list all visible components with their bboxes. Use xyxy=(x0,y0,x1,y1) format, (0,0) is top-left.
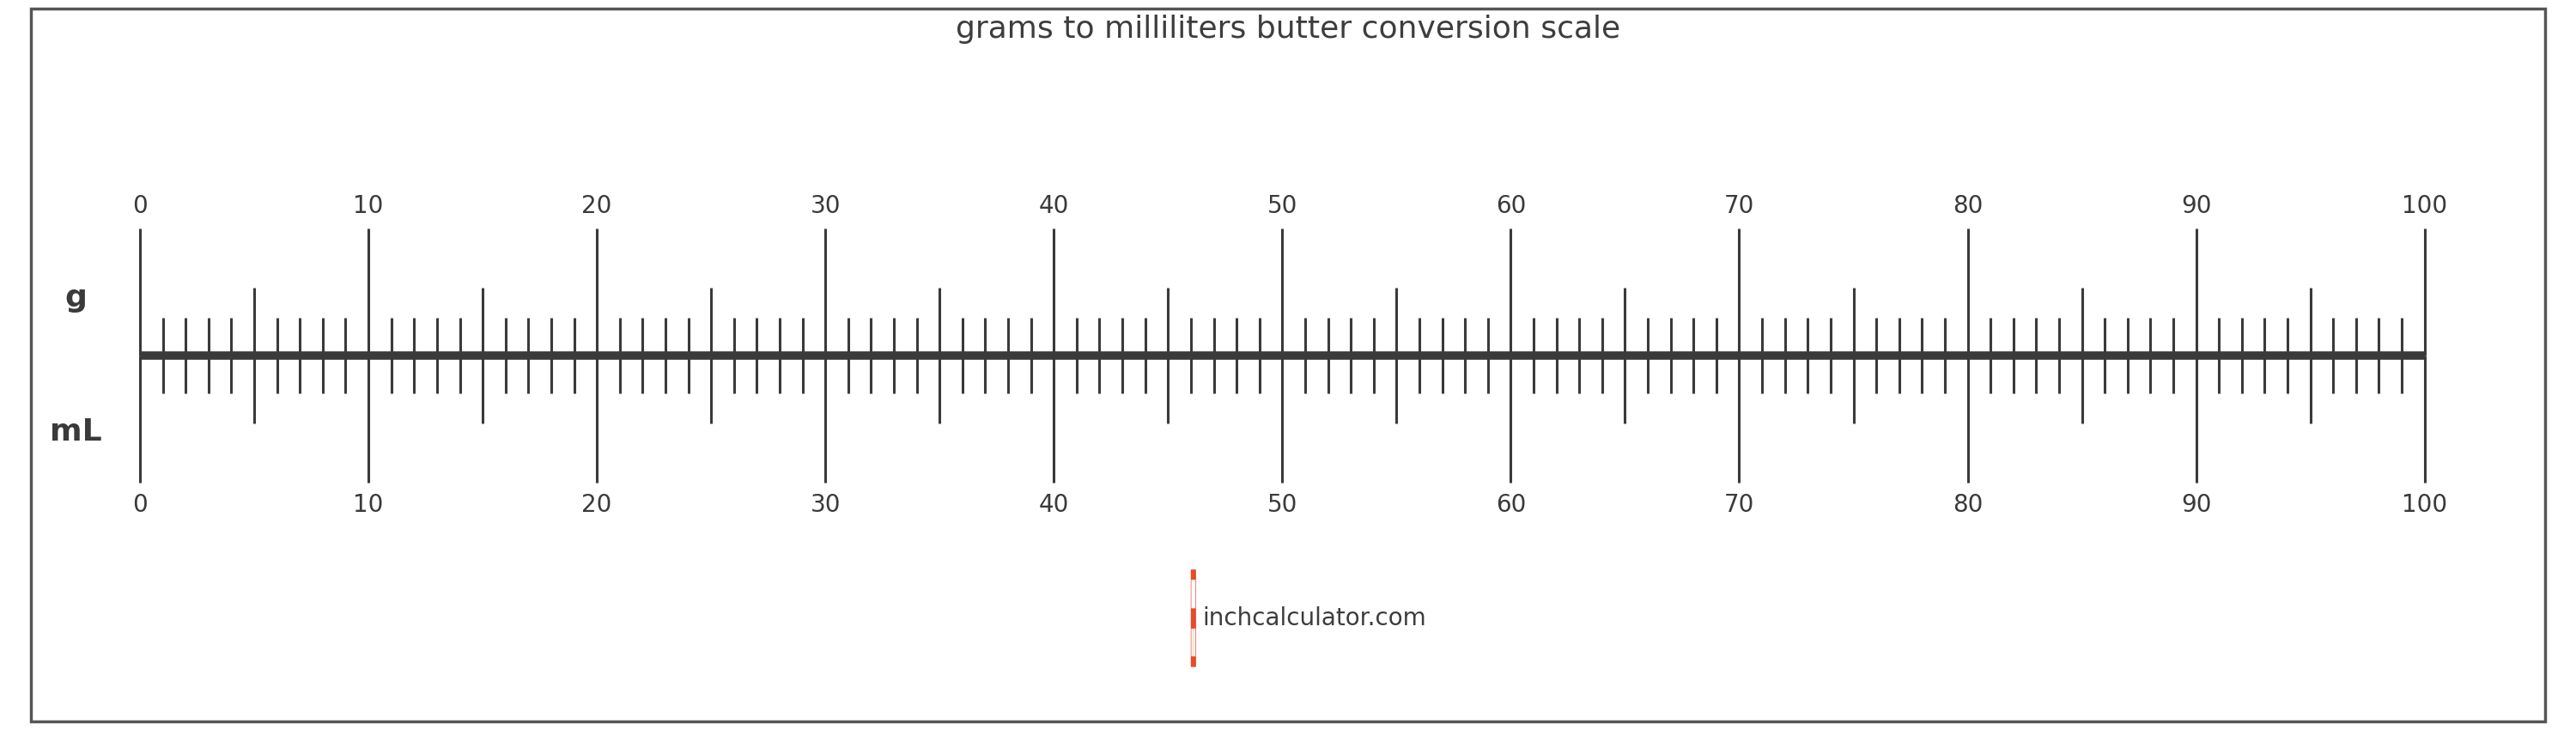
Text: 50: 50 xyxy=(1267,193,1298,218)
Text: 40: 40 xyxy=(1038,193,1069,218)
Text: 10: 10 xyxy=(353,493,384,518)
Text: 60: 60 xyxy=(1497,193,1525,218)
Text: 0: 0 xyxy=(131,193,147,218)
Text: 90: 90 xyxy=(2182,193,2210,218)
Text: 60: 60 xyxy=(1497,493,1525,518)
Text: 70: 70 xyxy=(1723,493,1754,518)
Text: 80: 80 xyxy=(1953,193,1984,218)
Text: 40: 40 xyxy=(1038,493,1069,518)
FancyBboxPatch shape xyxy=(1190,569,1195,667)
Text: 30: 30 xyxy=(809,193,840,218)
Text: 30: 30 xyxy=(809,493,840,518)
Text: 100: 100 xyxy=(2401,493,2447,518)
Text: 100: 100 xyxy=(2401,193,2447,218)
Title: grams to milliliters butter conversion scale: grams to milliliters butter conversion s… xyxy=(956,15,1620,44)
FancyBboxPatch shape xyxy=(1190,580,1195,608)
Text: 50: 50 xyxy=(1267,493,1298,518)
Text: 20: 20 xyxy=(582,193,613,218)
Text: 20: 20 xyxy=(582,493,613,518)
Text: 0: 0 xyxy=(131,493,147,518)
Text: g: g xyxy=(64,284,88,313)
Text: mL: mL xyxy=(49,418,103,447)
Text: 90: 90 xyxy=(2182,493,2210,518)
Text: inchcalculator.com: inchcalculator.com xyxy=(1203,606,1427,630)
Text: 70: 70 xyxy=(1723,193,1754,218)
Text: 80: 80 xyxy=(1953,493,1984,518)
Text: 10: 10 xyxy=(353,193,384,218)
